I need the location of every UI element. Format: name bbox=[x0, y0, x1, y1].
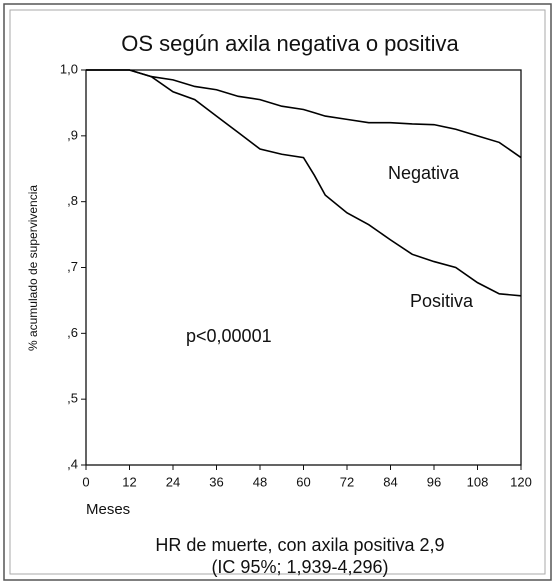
inner-frame bbox=[9, 9, 546, 575]
y-tick-label: ,4 bbox=[67, 456, 78, 471]
note: HR de muerte, con axila positiva 2,9 bbox=[155, 535, 444, 555]
x-tick-label: 60 bbox=[296, 474, 310, 489]
outer-frame bbox=[3, 3, 552, 581]
x-tick-label: 0 bbox=[82, 474, 89, 489]
x-tick-label: 84 bbox=[383, 474, 397, 489]
y-axis-label: % acumulado de supervivencia bbox=[26, 185, 40, 351]
y-tick-label: ,7 bbox=[67, 259, 78, 274]
x-tick-label: 48 bbox=[253, 474, 267, 489]
y-tick-label: 1,0 bbox=[60, 61, 78, 76]
chart-title: OS según axila negativa o positiva bbox=[121, 31, 459, 56]
x-axis-label: Meses bbox=[86, 501, 130, 518]
x-tick-label: 108 bbox=[467, 474, 489, 489]
x-tick-label: 24 bbox=[166, 474, 180, 489]
x-tick-label: 96 bbox=[427, 474, 441, 489]
annotation: p<0,00001 bbox=[186, 326, 272, 346]
survival-curve bbox=[86, 69, 522, 159]
annotation: Negativa bbox=[388, 163, 460, 183]
note: (IC 95%; 1,939-4,296) bbox=[211, 557, 388, 577]
y-tick-label: ,6 bbox=[67, 325, 78, 340]
x-tick-label: 72 bbox=[340, 474, 354, 489]
x-tick-label: 36 bbox=[209, 474, 223, 489]
survival-curve bbox=[86, 69, 522, 297]
y-tick-label: ,5 bbox=[67, 391, 78, 406]
annotation: Positiva bbox=[410, 291, 474, 311]
x-tick-label: 12 bbox=[122, 474, 136, 489]
y-tick-label: ,8 bbox=[67, 193, 78, 208]
y-tick-label: ,9 bbox=[67, 127, 78, 142]
x-tick-label: 120 bbox=[510, 474, 532, 489]
